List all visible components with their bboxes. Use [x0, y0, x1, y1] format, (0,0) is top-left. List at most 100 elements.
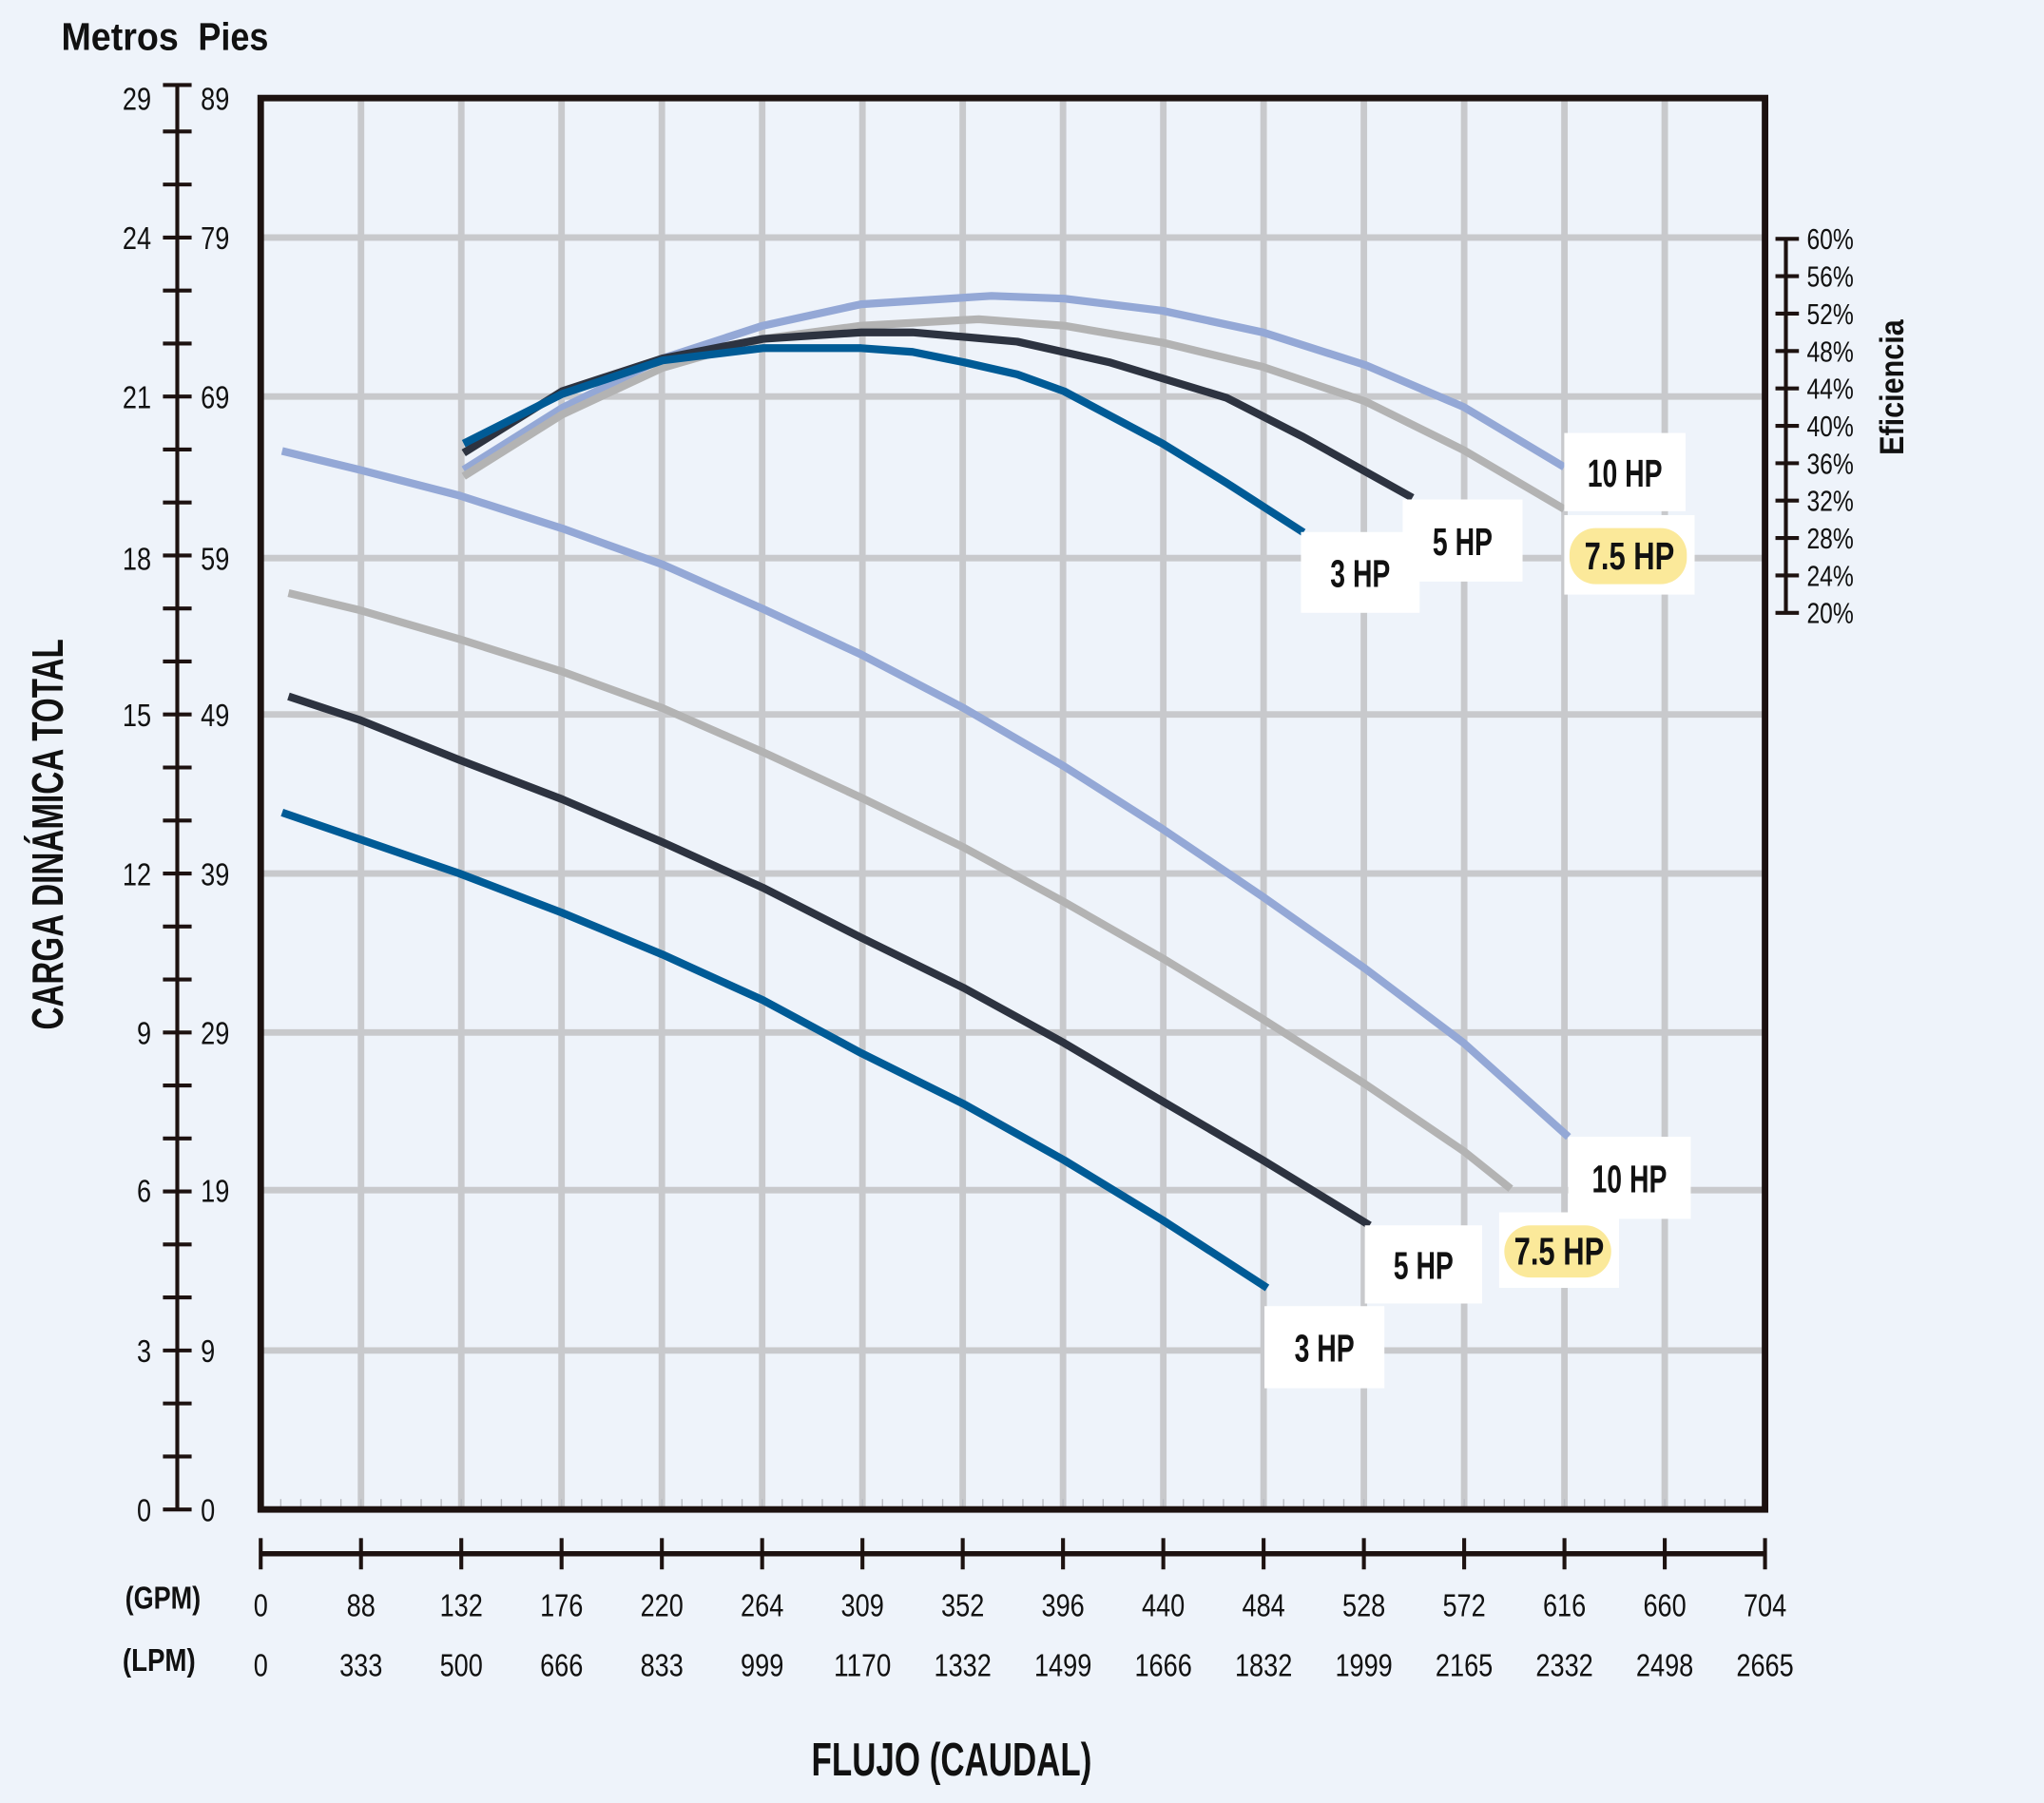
- head-label-5hp: 5 HP: [1364, 1225, 1483, 1304]
- x-tick-label-lpm: 333: [339, 1648, 382, 1683]
- x-tick-label-lpm: 1832: [1235, 1648, 1292, 1683]
- x-tick-label-lpm: 500: [440, 1648, 483, 1683]
- x-tick-label-lpm: 1170: [834, 1648, 891, 1683]
- y-tick-label-metros: 15: [123, 698, 151, 733]
- x-tick-label-lpm: 999: [741, 1648, 783, 1683]
- label-text: 3 HP: [1330, 551, 1390, 595]
- y-tick-label-pies: 49: [201, 698, 229, 733]
- head-curve-75hp: [287, 588, 1514, 1192]
- x-tick-label-gpm: 0: [254, 1588, 268, 1623]
- label-box: [1301, 531, 1420, 613]
- x-tick-label-gpm: 309: [841, 1588, 884, 1623]
- efficiency-tick-label: 44%: [1806, 374, 1853, 406]
- efficiency-tick-label: 20%: [1806, 599, 1853, 630]
- efficiency-tick-label: 60%: [1806, 224, 1853, 256]
- x-tick-label-gpm: 528: [1342, 1588, 1385, 1623]
- x-tick-label-gpm: 660: [1643, 1588, 1686, 1623]
- efficiency-tick-label: 40%: [1806, 412, 1853, 443]
- y-tick-label-metros: 9: [137, 1016, 151, 1051]
- label-highlight: [1504, 1225, 1611, 1278]
- y-tick-label-pies: 69: [201, 380, 229, 415]
- y-tick-label-pies: 39: [201, 856, 229, 892]
- x-unit-lpm: (LPM): [123, 1642, 196, 1678]
- x-tick-label-lpm: 1332: [934, 1648, 991, 1683]
- label-box: [1564, 432, 1686, 511]
- label-text: 5 HP: [1433, 520, 1493, 564]
- y-tick-label-metros: 3: [137, 1333, 151, 1369]
- head-curve-10hp: [280, 447, 1572, 1141]
- x-tick-label-lpm: 2498: [1636, 1648, 1693, 1683]
- y-tick-label-metros: 12: [123, 856, 151, 892]
- y-tick-label-pies: 59: [201, 542, 229, 577]
- label-box: [1364, 1225, 1483, 1304]
- efficiency-tick-label: 48%: [1806, 336, 1853, 368]
- x-tick-label-lpm: 2332: [1535, 1648, 1592, 1683]
- label-box: [1264, 1306, 1385, 1389]
- x-tick-label-gpm: 396: [1042, 1588, 1085, 1623]
- x-tick-label-gpm: 616: [1543, 1588, 1586, 1623]
- x-tick-label-lpm: 666: [540, 1648, 583, 1683]
- x-tick-label-gpm: 352: [941, 1588, 984, 1623]
- axes: 0088333132500176666220833264999309117035…: [23, 14, 1911, 1785]
- x-tick-label-gpm: 440: [1142, 1588, 1185, 1623]
- x-tick-label-gpm: 704: [1744, 1588, 1786, 1623]
- head-curve-3hp: [280, 808, 1270, 1292]
- x-tick-label-gpm: 264: [741, 1588, 783, 1623]
- x-tick-label-lpm: 0: [254, 1648, 268, 1683]
- efficiency-label-5hp: 5 HP: [1402, 499, 1523, 582]
- label-text: 10 HP: [1592, 1157, 1668, 1200]
- y-unit-pies: Pies: [198, 14, 268, 58]
- x-tick-label-gpm: 176: [540, 1588, 583, 1623]
- efficiency-tick-label: 24%: [1806, 561, 1853, 592]
- y-tick-label-metros: 29: [123, 82, 151, 117]
- grid: [260, 98, 1766, 1510]
- label-text: 5 HP: [1394, 1243, 1454, 1287]
- x-tick-label-lpm: 1499: [1034, 1648, 1091, 1683]
- plot-frame: [257, 94, 1768, 1513]
- x-tick-label-gpm: 220: [641, 1588, 684, 1623]
- y-tick-label-pies: 29: [201, 1016, 229, 1051]
- y-tick-label-pies: 9: [201, 1333, 215, 1369]
- y-tick-label-metros: 6: [137, 1174, 151, 1209]
- efficiency-label-10hp: 10 HP: [1564, 432, 1686, 511]
- efficiency-label-3hp: 3 HP: [1301, 531, 1420, 613]
- x-tick-label-gpm: 88: [347, 1588, 376, 1623]
- y-tick-label-pies: 89: [201, 82, 229, 117]
- y-axis-title: CARGA DINÁMICA TOTAL: [23, 639, 72, 1029]
- label-text: 7.5 HP: [1514, 1229, 1605, 1273]
- y-unit-metros: Metros: [61, 14, 178, 58]
- y-tick-label-pies: 19: [201, 1174, 229, 1209]
- x-tick-label-gpm: 484: [1242, 1588, 1284, 1623]
- x-tick-label-lpm: 2165: [1436, 1648, 1493, 1683]
- y-tick-label-metros: 0: [137, 1492, 151, 1527]
- curves: [280, 292, 1572, 1292]
- efficiency-tick-label: 32%: [1806, 487, 1853, 518]
- x-tick-label-lpm: 833: [641, 1648, 684, 1683]
- x-tick-label-lpm: 2665: [1736, 1648, 1793, 1683]
- label-highlight: [1569, 527, 1687, 585]
- efficiency-tick-label: 52%: [1806, 299, 1853, 331]
- label-text: 7.5 HP: [1585, 534, 1675, 578]
- head-label-75hp: 7.5 HP: [1498, 1212, 1619, 1289]
- x-tick-label-lpm: 1999: [1335, 1648, 1392, 1683]
- x-axis-title: FLUJO (CAUDAL): [812, 1734, 1092, 1786]
- x-tick-label-gpm: 132: [440, 1588, 483, 1623]
- head-label-3hp: 3 HP: [1264, 1306, 1385, 1389]
- efficiency-label-75hp: 7.5 HP: [1564, 514, 1695, 595]
- efficiency-tick-label: 36%: [1806, 449, 1853, 480]
- y-tick-label-pies: 79: [201, 221, 229, 256]
- y-tick-label-metros: 24: [123, 221, 151, 256]
- y-tick-label-metros: 21: [123, 380, 151, 415]
- y-tick-label-pies: 0: [201, 1492, 215, 1527]
- x-unit-gpm: (GPM): [125, 1580, 202, 1615]
- head-curve-5hp: [287, 692, 1372, 1229]
- efficiency-tick-label: 56%: [1806, 262, 1853, 294]
- x-tick-label-lpm: 1666: [1134, 1648, 1191, 1683]
- label-text: 10 HP: [1588, 451, 1663, 495]
- label-box: [1568, 1136, 1691, 1219]
- series-labels: 10 HP 7.5 HP 5 HP 3 HP 10 HP 7.5 HP 5 HP 3 HP: [1264, 432, 1695, 1389]
- y-tick-label-metros: 18: [123, 542, 151, 577]
- label-box: [1402, 499, 1523, 582]
- efficiency-axis-title: Eficiencia: [1873, 318, 1911, 455]
